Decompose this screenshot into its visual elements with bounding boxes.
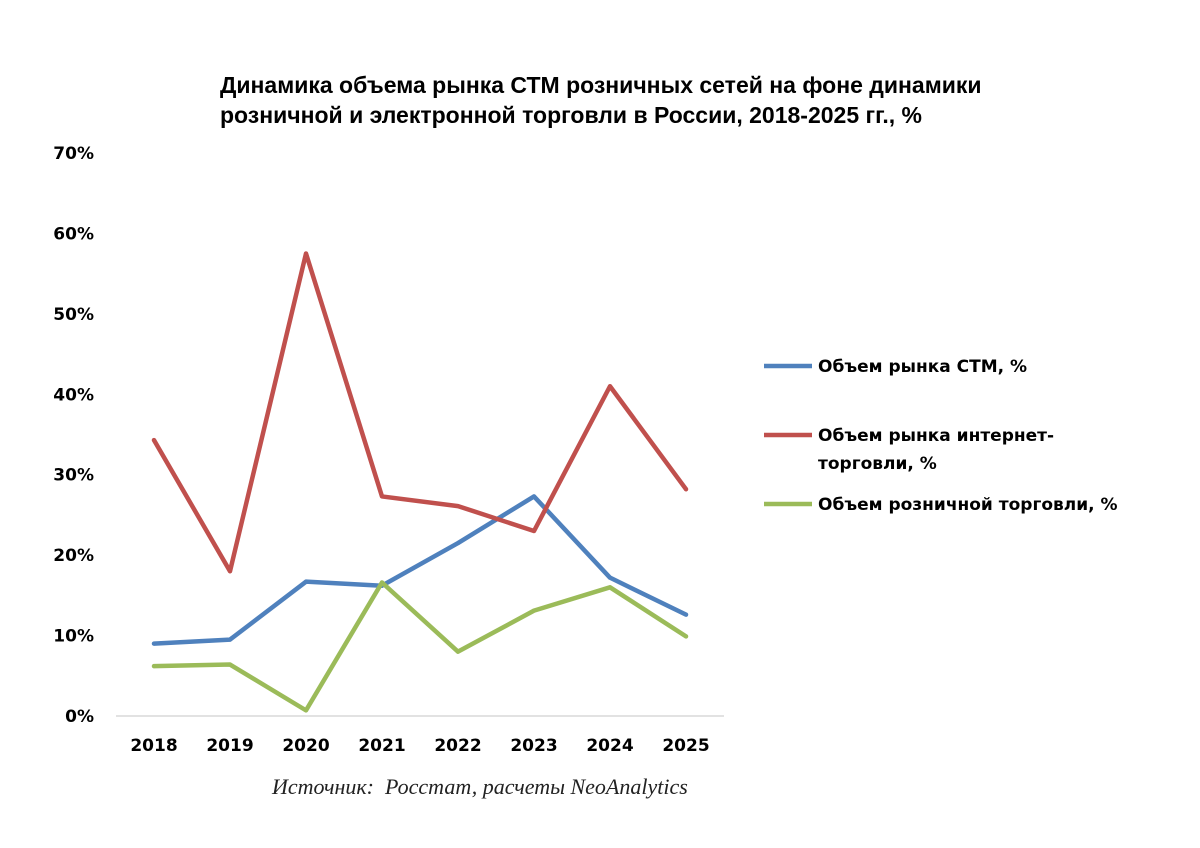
x-tick-label: 2019	[206, 736, 253, 756]
data-point	[532, 494, 536, 499]
x-tick-label: 2018	[130, 736, 177, 756]
chart-title-line-1: Динамика объема рынка СТМ розничных сете…	[220, 72, 982, 98]
data-point	[228, 569, 232, 574]
data-point	[532, 608, 536, 613]
data-point	[152, 641, 156, 646]
data-point	[608, 575, 612, 580]
series-line-3	[151, 580, 689, 713]
y-tick-label: 30%	[53, 466, 94, 486]
data-point	[380, 580, 384, 585]
series-line-1	[151, 494, 689, 646]
data-point	[228, 637, 232, 642]
legend-label: Объем розничной торговли, %	[818, 495, 1118, 515]
data-point	[456, 541, 460, 546]
x-axis: 2018 2019 2020 2021 2022 2023 2024 2025	[116, 715, 724, 756]
y-tick-label: 20%	[53, 546, 94, 566]
data-point	[304, 579, 308, 584]
data-point	[684, 634, 688, 639]
y-tick-label: 40%	[53, 385, 94, 405]
y-tick-label: 70%	[53, 144, 94, 164]
legend-label: Объем рынка интернет-	[818, 426, 1054, 446]
data-point	[228, 662, 232, 667]
data-point	[152, 664, 156, 669]
series-lines	[151, 251, 689, 713]
data-point	[456, 649, 460, 654]
chart-title-line-2: розничной и электронной торговли в Росси…	[220, 102, 922, 128]
chart-title: Динамика объема рынка СТМ розничных сете…	[220, 70, 1120, 130]
data-point	[304, 251, 308, 256]
legend-label: торговли, %	[818, 454, 937, 474]
y-tick-label: 10%	[53, 627, 94, 647]
data-point	[532, 529, 536, 534]
data-point	[608, 585, 612, 590]
data-point	[152, 438, 156, 443]
x-tick-label: 2022	[434, 736, 481, 756]
series-line-2	[151, 251, 689, 574]
source-note: Источник: Росстат, расчеты NeoAnalytics	[272, 774, 688, 799]
y-tick-label: 0%	[65, 707, 94, 727]
x-tick-label: 2020	[282, 736, 329, 756]
data-point	[608, 384, 612, 389]
y-axis: 0% 10% 20% 30% 40% 50% 60% 70%	[53, 144, 94, 727]
y-tick-label: 50%	[53, 305, 94, 325]
y-tick-label: 60%	[53, 224, 94, 244]
data-point	[304, 708, 308, 713]
legend-label: Объем рынка СТМ, %	[818, 357, 1027, 377]
data-point	[684, 612, 688, 617]
data-point	[456, 504, 460, 509]
x-tick-label: 2021	[358, 736, 405, 756]
x-tick-label: 2023	[510, 736, 557, 756]
data-point	[684, 487, 688, 492]
x-tick-label: 2024	[586, 736, 633, 756]
x-tick-label: 2025	[662, 736, 709, 756]
legend: Объем рынка СТМ, % Объем рынка интернет-т…	[764, 357, 1118, 515]
data-point	[380, 494, 384, 499]
